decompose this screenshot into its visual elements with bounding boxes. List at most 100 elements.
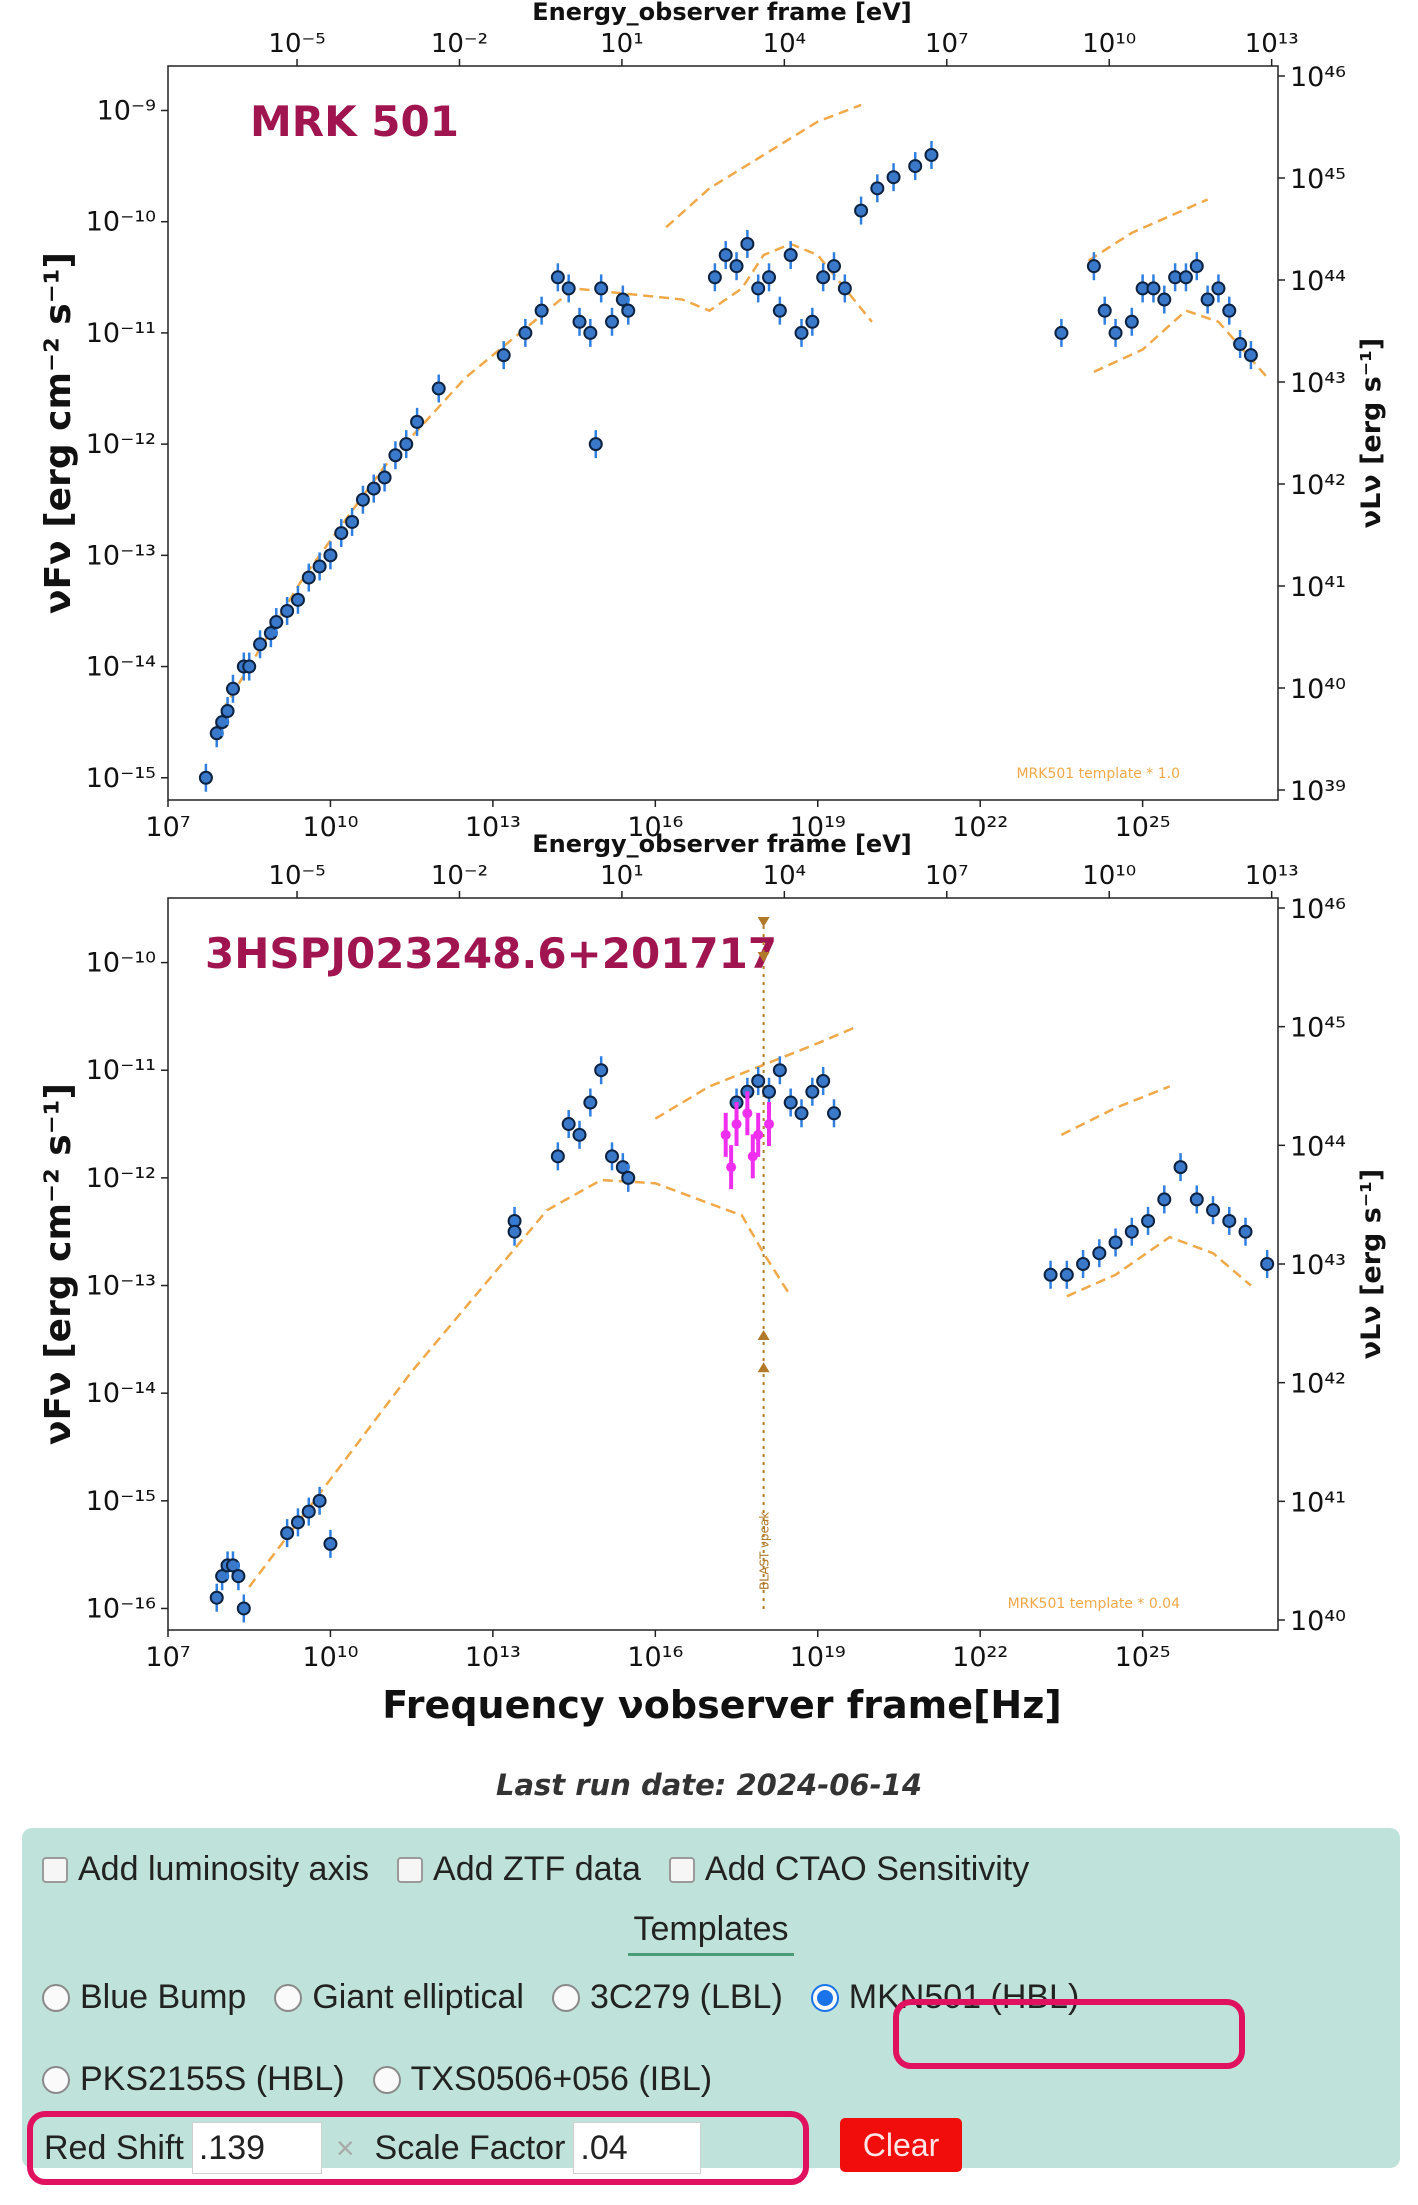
data-point — [1157, 292, 1172, 307]
data-point — [345, 514, 360, 529]
right-tick-label: 10⁴¹ — [1290, 1487, 1346, 1518]
x-tick-label: 10¹⁹ — [790, 812, 846, 843]
data-point — [1178, 270, 1193, 285]
template-curve — [1093, 309, 1269, 379]
data-point — [1189, 1192, 1204, 1207]
data-point — [827, 259, 841, 274]
ztf-data-option[interactable]: Add ZTF data — [397, 1850, 641, 1889]
data-point — [290, 592, 305, 607]
y-tick-label: 10⁻¹⁴ — [86, 1378, 156, 1409]
template-label: MKN501 (HBL) — [848, 1978, 1080, 2016]
template-3c279[interactable]: 3C279 (LBL) — [551, 1978, 783, 2017]
radio-icon[interactable] — [42, 2065, 70, 2094]
data-point — [1146, 281, 1161, 296]
ztf-data-checkbox[interactable] — [397, 1856, 424, 1883]
right-tick-label: 10⁴³ — [1290, 368, 1346, 399]
ctao-sensitivity-option[interactable]: Add CTAO Sensitivity — [668, 1850, 1030, 1889]
ztf-data-label: Add ZTF data — [433, 1850, 641, 1888]
y-tick-label: 10⁻¹⁶ — [86, 1593, 156, 1624]
x-tick-label: 10⁷ — [145, 1642, 190, 1673]
data-point — [323, 548, 338, 563]
y-tick-label: 10⁻¹¹ — [86, 318, 156, 349]
data-point — [605, 1149, 619, 1164]
y-axis-title: νFν [erg cm⁻² s⁻¹] — [38, 252, 79, 614]
luminosity-axis-option[interactable]: Add luminosity axis — [42, 1850, 369, 1889]
data-point — [355, 492, 370, 507]
data-point — [572, 314, 587, 329]
template-curve — [1087, 198, 1209, 262]
redshift-input[interactable]: .139 — [191, 2122, 322, 2174]
ctao-sensitivity-label: Add CTAO Sensitivity — [704, 1850, 1030, 1888]
x-tick-label: 10²⁵ — [1115, 812, 1171, 843]
chart-title: MRK 501 — [250, 97, 459, 146]
data-point — [1059, 1267, 1074, 1282]
data-point — [594, 281, 609, 296]
data-point — [772, 1063, 787, 1078]
data-point — [740, 236, 755, 251]
template-label: Giant elliptical — [312, 1978, 524, 2016]
right-tick-label: 10⁴¹ — [1290, 572, 1346, 603]
radio-icon[interactable] — [274, 1983, 303, 2012]
right-axis-title: νLν [erg s⁻¹] — [1356, 1169, 1387, 1360]
y-tick-label: 10⁻¹⁰ — [86, 948, 156, 979]
data-point — [1108, 325, 1123, 340]
radio-icon[interactable] — [42, 1983, 70, 2012]
clear-button[interactable]: Clear — [840, 2118, 962, 2172]
radio-checked-icon[interactable] — [810, 1983, 839, 2012]
top-tick-label: 10¹³ — [1245, 861, 1299, 891]
data-point — [561, 1117, 576, 1132]
plot-frame — [167, 897, 1279, 1631]
template-giant-elliptical[interactable]: Giant elliptical — [274, 1978, 524, 2017]
data-point — [816, 1074, 831, 1088]
top-tick-label: 10⁻² — [431, 29, 488, 59]
data-point — [561, 281, 576, 296]
y-tick-label: 10⁻⁹ — [97, 95, 156, 126]
data-point — [1086, 259, 1101, 274]
luminosity-axis-checkbox[interactable] — [42, 1856, 68, 1883]
template-txs0506[interactable]: TXS0506+056 (IBL) — [372, 2060, 712, 2099]
data-point — [377, 470, 392, 485]
data-point — [399, 437, 414, 452]
data-point — [908, 159, 923, 174]
right-axis-title: νLν [erg s⁻¹] — [1356, 338, 1387, 529]
data-point — [1108, 1235, 1123, 1250]
chart-title: 3HSPJ023248.6+201717 — [205, 929, 777, 978]
data-point — [805, 314, 820, 329]
data-point — [236, 1601, 251, 1616]
data-point — [718, 248, 733, 263]
data-point — [1124, 314, 1139, 329]
data-point — [583, 1095, 598, 1110]
templates-row-2: PKS2155S (HBL) TXS0506+056 (IBL) — [42, 2060, 730, 2099]
scale-factor-input[interactable]: .04 — [573, 2122, 702, 2174]
data-point — [783, 248, 798, 263]
template-curve — [665, 103, 862, 229]
template-blue-bump[interactable]: Blue Bump — [42, 1978, 246, 2017]
template-mkn501[interactable]: MKN501 (HBL) — [810, 1978, 1080, 2017]
y-tick-label: 10⁻¹¹ — [86, 1055, 156, 1086]
data-point — [518, 325, 533, 340]
highlight-template — [893, 1999, 1245, 2069]
data-point — [312, 559, 327, 574]
data-point — [1173, 1160, 1188, 1175]
template-curve — [221, 242, 873, 712]
radio-icon[interactable] — [372, 2065, 401, 2094]
right-tick-label: 10⁴⁶ — [1290, 894, 1346, 925]
top-tick-label: 10⁻⁵ — [268, 29, 325, 59]
data-point — [225, 681, 240, 696]
peak-label: BLAST νpeak — [758, 1512, 772, 1590]
ctao-sensitivity-checkbox[interactable] — [668, 1856, 695, 1883]
y-tick-label: 10⁻¹⁰ — [86, 207, 156, 238]
template-label: 3C279 (LBL) — [589, 1978, 783, 2016]
data-point — [762, 270, 777, 285]
data-point — [1200, 292, 1215, 307]
data-point — [1141, 1213, 1156, 1228]
data-point — [198, 770, 213, 785]
top-axis-title: Energy_observer frame [eV] — [532, 0, 912, 26]
template-pks2155[interactable]: PKS2155S (HBL) — [42, 2060, 345, 2099]
magenta-point — [742, 1108, 753, 1119]
data-point — [621, 303, 636, 318]
fit-parameters: Red Shift .139 × Scale Factor .04 — [40, 2116, 702, 2180]
data-point — [827, 1106, 841, 1121]
redshift-clear-icon[interactable]: × — [335, 2129, 355, 2166]
radio-icon[interactable] — [551, 1983, 580, 2012]
